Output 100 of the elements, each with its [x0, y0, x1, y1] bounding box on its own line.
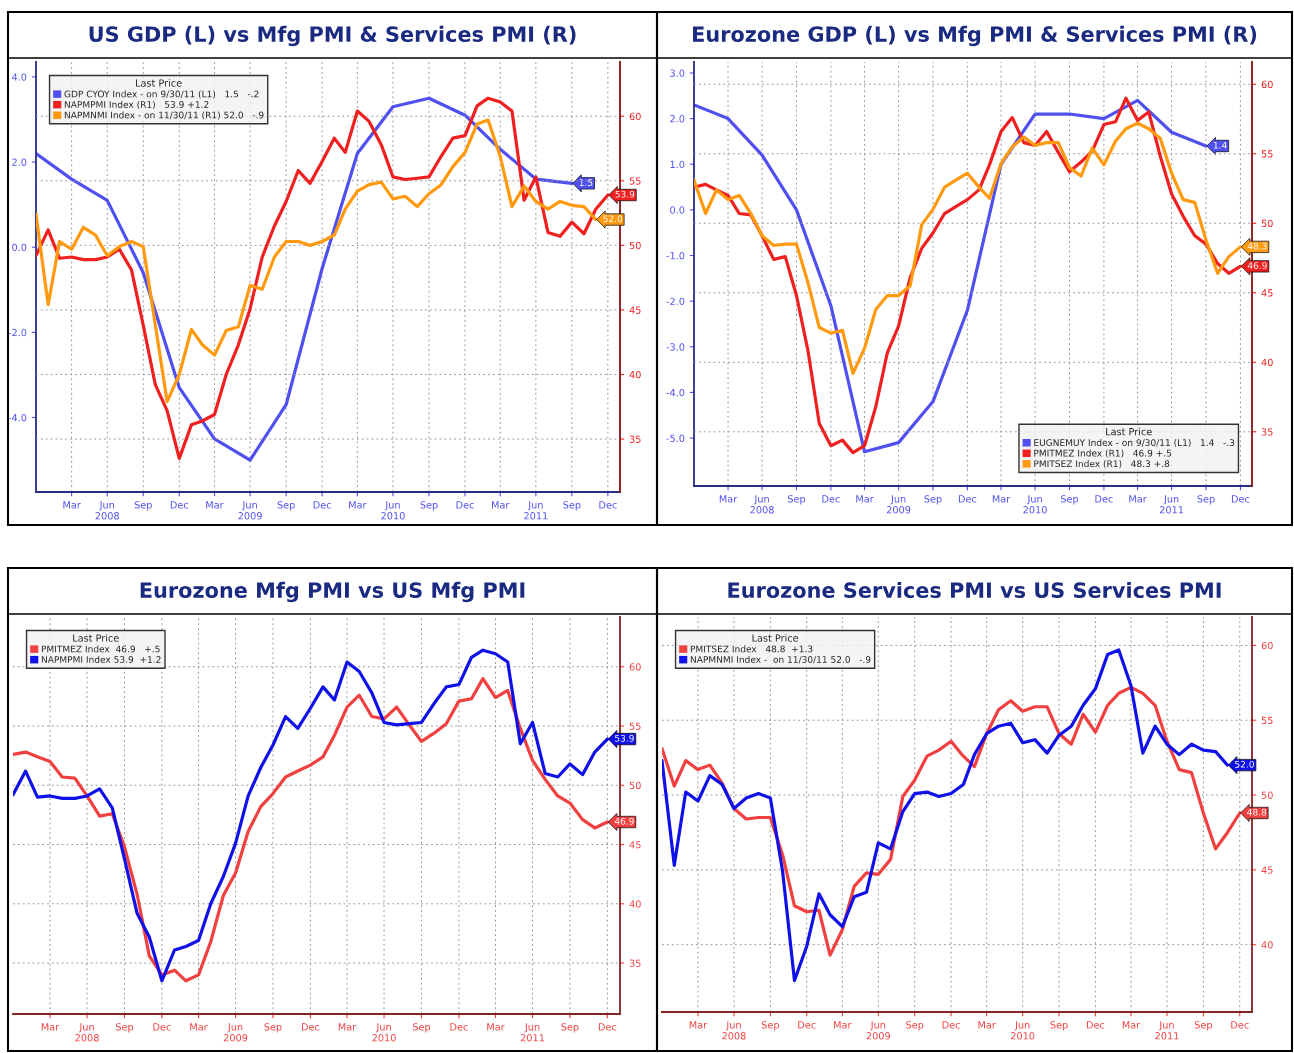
y2-tick-label: 50	[1261, 219, 1273, 228]
y-tick-label: 1.0	[670, 160, 685, 169]
x-tick-label: Dec	[1086, 1021, 1105, 1029]
x-tick-label: Mar	[1129, 495, 1147, 503]
x-tick-label: Mar	[349, 501, 367, 509]
x-tick-label: Jun 2011	[524, 501, 548, 520]
y2-tick-label: 60	[1261, 641, 1273, 650]
y-tick-label: -4.0	[8, 413, 27, 422]
data-label: 48.8	[1247, 808, 1267, 816]
legend-label: PMITMEZ Index 46.9 +.5	[41, 645, 160, 653]
chart-title: US GDP (L) vs Mfg PMI & Services PMI (R)	[89, 25, 576, 47]
x-tick-label: Jun 2010	[1023, 495, 1047, 514]
y2-tick-label: 60	[629, 112, 641, 121]
y2-tick-label: 55	[1261, 716, 1273, 725]
x-tick-label: Jun 2011	[1155, 1021, 1179, 1040]
data-label: 52.0	[603, 215, 623, 223]
y2-tick-label: 50	[1261, 791, 1273, 799]
data-label: 48.3	[1247, 242, 1267, 250]
x-tick-label: Mar	[63, 501, 81, 509]
x-tick-label: Mar	[487, 1023, 505, 1031]
x-tick-label: Mar	[992, 495, 1011, 503]
y-tick-label: -2.0	[666, 297, 685, 305]
y-tick-label: 3.0	[670, 69, 685, 77]
y2-tick-label: 45	[629, 306, 641, 314]
x-tick-label: Sep	[561, 1023, 579, 1033]
x-tick-label: Jun 2008	[722, 1021, 746, 1040]
x-tick-label: Mar	[41, 1023, 60, 1031]
y2-tick-label: 35	[629, 959, 641, 967]
x-tick-label: Mar	[834, 1021, 852, 1029]
x-tick-label: Dec	[450, 1023, 468, 1031]
x-tick-label: Dec	[822, 495, 840, 503]
y2-tick-label: 45	[1261, 866, 1273, 874]
x-tick-label: Jun 2009	[866, 1021, 890, 1040]
legend-label: NAPMPMI Index 53.9 +1.2	[41, 655, 161, 663]
x-tick-label: Sep	[134, 501, 152, 511]
x-tick-label: Dec	[301, 1023, 320, 1031]
x-tick-label: Sep	[1197, 495, 1215, 505]
x-tick-label: Mar	[492, 501, 510, 509]
x-tick-label: Jun 2009	[238, 501, 262, 520]
y-tick-label: 2.0	[12, 158, 27, 166]
x-tick-label: Jun 2010	[372, 1023, 396, 1042]
x-tick-label: Sep	[420, 501, 438, 511]
x-tick-label: Dec	[313, 501, 331, 509]
x-tick-label: Sep	[787, 495, 806, 505]
legend-label: PMITSEZ Index (R1) 48.3 +.8	[1034, 460, 1170, 469]
y2-tick-label: 40	[1261, 358, 1273, 367]
y-tick-label: -2.0	[8, 328, 27, 337]
x-tick-label: Dec	[456, 501, 474, 509]
x-tick-label: Jun 2008	[75, 1023, 99, 1042]
x-tick-label: Sep	[761, 1021, 779, 1031]
legend-label: NAPMPMI Index (R1) 53.9 +1.2	[64, 100, 209, 109]
data-label: 53.9	[615, 734, 634, 742]
x-tick-label: Mar	[856, 495, 874, 503]
data-label: 1.5	[579, 179, 593, 186]
y2-tick-label: 50	[629, 241, 641, 250]
data-label: 46.9	[614, 817, 634, 825]
x-tick-label: Mar	[338, 1023, 357, 1031]
x-tick-label: Dec	[1231, 1021, 1249, 1029]
x-tick-label: Sep	[264, 1023, 282, 1033]
y-tick-label: -3.0	[666, 343, 685, 351]
y-tick-label: -5.0	[666, 434, 685, 442]
y2-tick-label: 40	[1261, 941, 1273, 949]
legend-label: NAPMNMI Index - on 11/30/11 52.0 -.9	[690, 655, 871, 664]
y2-tick-label: 60	[629, 663, 641, 671]
x-tick-label: Jun 2010	[1010, 1021, 1035, 1040]
x-tick-label: Sep	[1060, 495, 1079, 505]
x-tick-label: Mar	[1122, 1021, 1141, 1029]
x-tick-label: Sep	[115, 1023, 134, 1033]
data-label: 53.9	[615, 190, 635, 198]
x-tick-label: Dec	[1095, 495, 1113, 503]
x-tick-label: Dec	[170, 501, 189, 509]
x-tick-label: Jun 2011	[520, 1023, 544, 1042]
x-tick-label: Dec	[798, 1021, 816, 1029]
x-tick-label: Dec	[598, 1023, 617, 1031]
x-tick-label: Dec	[153, 1023, 171, 1031]
y-tick-label: 0.0	[670, 206, 685, 214]
y2-tick-label: 50	[629, 781, 641, 790]
legend-title: Last Price	[136, 79, 182, 87]
y2-tick-label: 35	[1261, 428, 1273, 436]
x-tick-label: Jun 2008	[750, 495, 774, 514]
legend-title: Last Price	[73, 634, 119, 642]
x-tick-label: Mar	[689, 1021, 708, 1029]
data-label: 1.4	[1213, 141, 1227, 149]
y2-tick-label: 55	[629, 722, 641, 730]
x-tick-label: Mar	[978, 1021, 996, 1029]
x-tick-label: Jun 2008	[95, 501, 119, 520]
chart-title: Eurozone Mfg PMI vs US Mfg PMI	[140, 581, 525, 603]
legend-label: NAPMNMI Index - on 11/30/11 (R1) 52.0 -.9	[64, 111, 264, 120]
y2-tick-label: 60	[1261, 80, 1273, 89]
x-tick-label: Sep	[1050, 1021, 1068, 1031]
x-tick-label: Dec	[942, 1021, 960, 1029]
y-tick-label: -4.0	[666, 388, 685, 397]
x-tick-label: Sep	[563, 501, 581, 511]
x-tick-label: Jun 2011	[1159, 495, 1184, 514]
legend-label: GDP CYOY Index - on 9/30/11 (L1) 1.5 -.2	[64, 90, 259, 99]
x-tick-label: Dec	[599, 501, 617, 509]
x-tick-label: Sep	[906, 1021, 924, 1031]
y-tick-label: 2.0	[670, 115, 685, 123]
legend-label: PMITMEZ Index (R1) 46.9 +.5	[1034, 449, 1172, 458]
y-tick-label: -1.0	[666, 251, 685, 260]
